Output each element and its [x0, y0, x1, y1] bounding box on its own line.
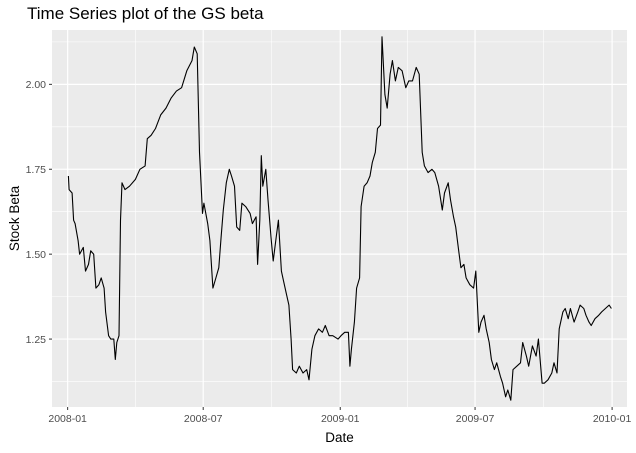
y-tick-label: 1.75: [26, 164, 47, 176]
y-axis: 1.25 1.50 1.75 2.00: [26, 79, 52, 346]
y-tick-label: 1.50: [26, 249, 47, 261]
chart-title: Time Series plot of the GS beta: [27, 4, 264, 23]
x-tick-label: 2009-01: [321, 413, 360, 425]
major-gridlines: [52, 30, 627, 407]
minor-gridlines: [52, 30, 627, 407]
x-axis-title: Date: [325, 430, 354, 445]
series-layer: [67, 36, 612, 401]
series-line: [67, 36, 612, 401]
y-tick-label: 2.00: [26, 79, 47, 91]
y-tick-label: 1.25: [26, 334, 47, 346]
x-tick-label: 2008-07: [184, 413, 223, 425]
x-tick-label: 2008-01: [48, 413, 87, 425]
y-axis-title: Stock Beta: [7, 185, 22, 251]
x-tick-label: 2010-01: [593, 413, 632, 425]
x-axis: 2008-01 2008-07 2009-01 2009-07 2010-01: [48, 407, 632, 425]
plot-panel: [52, 30, 627, 407]
x-tick-label: 2009-07: [456, 413, 495, 425]
